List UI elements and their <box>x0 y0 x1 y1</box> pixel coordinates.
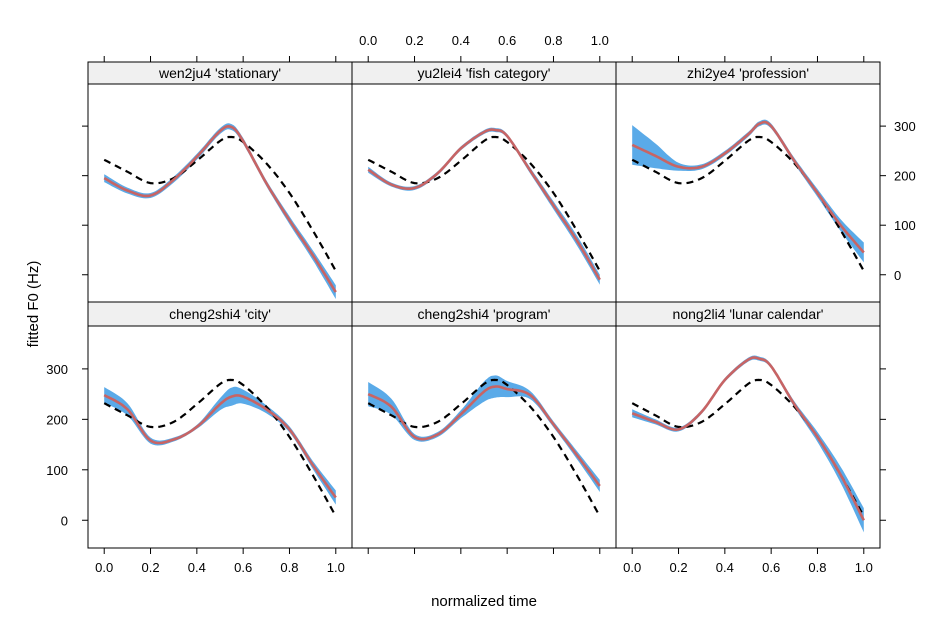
fitted-line <box>631 356 865 521</box>
reference-line <box>103 378 337 517</box>
x-tick-label: 1.0 <box>855 560 873 575</box>
x-tick-label: 0.2 <box>405 33 423 48</box>
panel-plot-area <box>631 355 865 533</box>
panel-strip <box>351 301 617 327</box>
x-tick-label: 0.8 <box>808 560 826 575</box>
panel-strip <box>87 301 353 327</box>
fitted-line <box>367 128 601 281</box>
panel-title: yu2lei4 'fish category' <box>418 65 551 81</box>
y-tick-label: 300 <box>46 362 68 377</box>
y-tick-label: 0 <box>61 513 68 528</box>
panel-plot-area <box>103 123 337 299</box>
x-axis-title: normalized time <box>431 593 537 610</box>
x-tick-label: 0.0 <box>95 560 113 575</box>
x-tick-label: 0.0 <box>359 33 377 48</box>
y-axis-title: fitted F0 (Hz) <box>25 261 42 348</box>
x-tick-label: 1.0 <box>591 33 609 48</box>
y-tick-label: 0 <box>894 268 901 283</box>
x-tick-label: 0.6 <box>762 560 780 575</box>
fitted-line <box>103 124 337 293</box>
panel: yu2lei4 'fish category' <box>351 61 617 303</box>
panel-border <box>615 83 881 303</box>
y-tick-label: 100 <box>46 463 68 478</box>
reference-line <box>367 135 601 272</box>
fitted-line <box>631 120 865 254</box>
panel-title: nong2li4 'lunar calendar' <box>673 306 824 322</box>
panel: wen2ju4 'stationary' <box>87 61 353 303</box>
panel: nong2li4 'lunar calendar' <box>615 301 881 549</box>
panel: zhi2ye4 'profession' <box>615 61 881 303</box>
panel-border <box>351 83 617 303</box>
panel: cheng2shi4 'program' <box>351 301 617 549</box>
panel-plot-area <box>103 378 337 517</box>
y-tick-label: 200 <box>46 412 68 427</box>
panel-plot-area <box>367 375 601 517</box>
reference-line <box>631 378 865 517</box>
axes-layer: 0.0 0.2 0.4 0.6 0.8 1.0 0 100 200 300 0.0 0.2 0.4 0.6… <box>46 33 915 575</box>
y-tick-label: 200 <box>894 169 916 184</box>
reference-line <box>103 135 337 272</box>
y-tick-label: 300 <box>894 119 916 134</box>
panels-layer: wen2ju4 'stationary' yu2lei4 'fish catego… <box>87 61 881 549</box>
confidence-band <box>104 123 336 299</box>
panel: cheng2shi4 'city' <box>87 301 353 549</box>
panel-title: cheng2shi4 'city' <box>169 306 271 322</box>
reference-line <box>367 378 601 517</box>
x-tick-label: 0.0 <box>623 560 641 575</box>
fitted-line <box>367 385 601 487</box>
panel-title: zhi2ye4 'profession' <box>687 65 809 81</box>
x-tick-label: 0.4 <box>716 560 734 575</box>
panel-border <box>615 325 881 549</box>
panel-border <box>87 325 353 549</box>
confidence-band <box>632 355 864 533</box>
panel-title: cheng2shi4 'program' <box>418 306 551 322</box>
y-tick-label: 100 <box>894 218 916 233</box>
x-tick-label: 0.2 <box>141 560 159 575</box>
panel-strip <box>615 301 881 327</box>
fitted-line <box>103 393 337 499</box>
confidence-band <box>368 375 600 492</box>
panel-border <box>351 325 617 549</box>
x-tick-label: 0.4 <box>452 33 470 48</box>
panel-title: wen2ju4 'stationary' <box>158 65 281 81</box>
x-tick-label: 0.6 <box>498 33 516 48</box>
x-tick-label: 0.6 <box>234 560 252 575</box>
confidence-band <box>368 127 600 285</box>
panel-plot-area <box>631 119 865 272</box>
x-tick-label: 0.2 <box>669 560 687 575</box>
x-tick-label: 0.8 <box>280 560 298 575</box>
x-tick-label: 1.0 <box>327 560 345 575</box>
panel-plot-area <box>367 127 601 285</box>
x-tick-label: 0.4 <box>188 560 206 575</box>
x-tick-label: 0.8 <box>544 33 562 48</box>
reference-line <box>631 135 865 272</box>
